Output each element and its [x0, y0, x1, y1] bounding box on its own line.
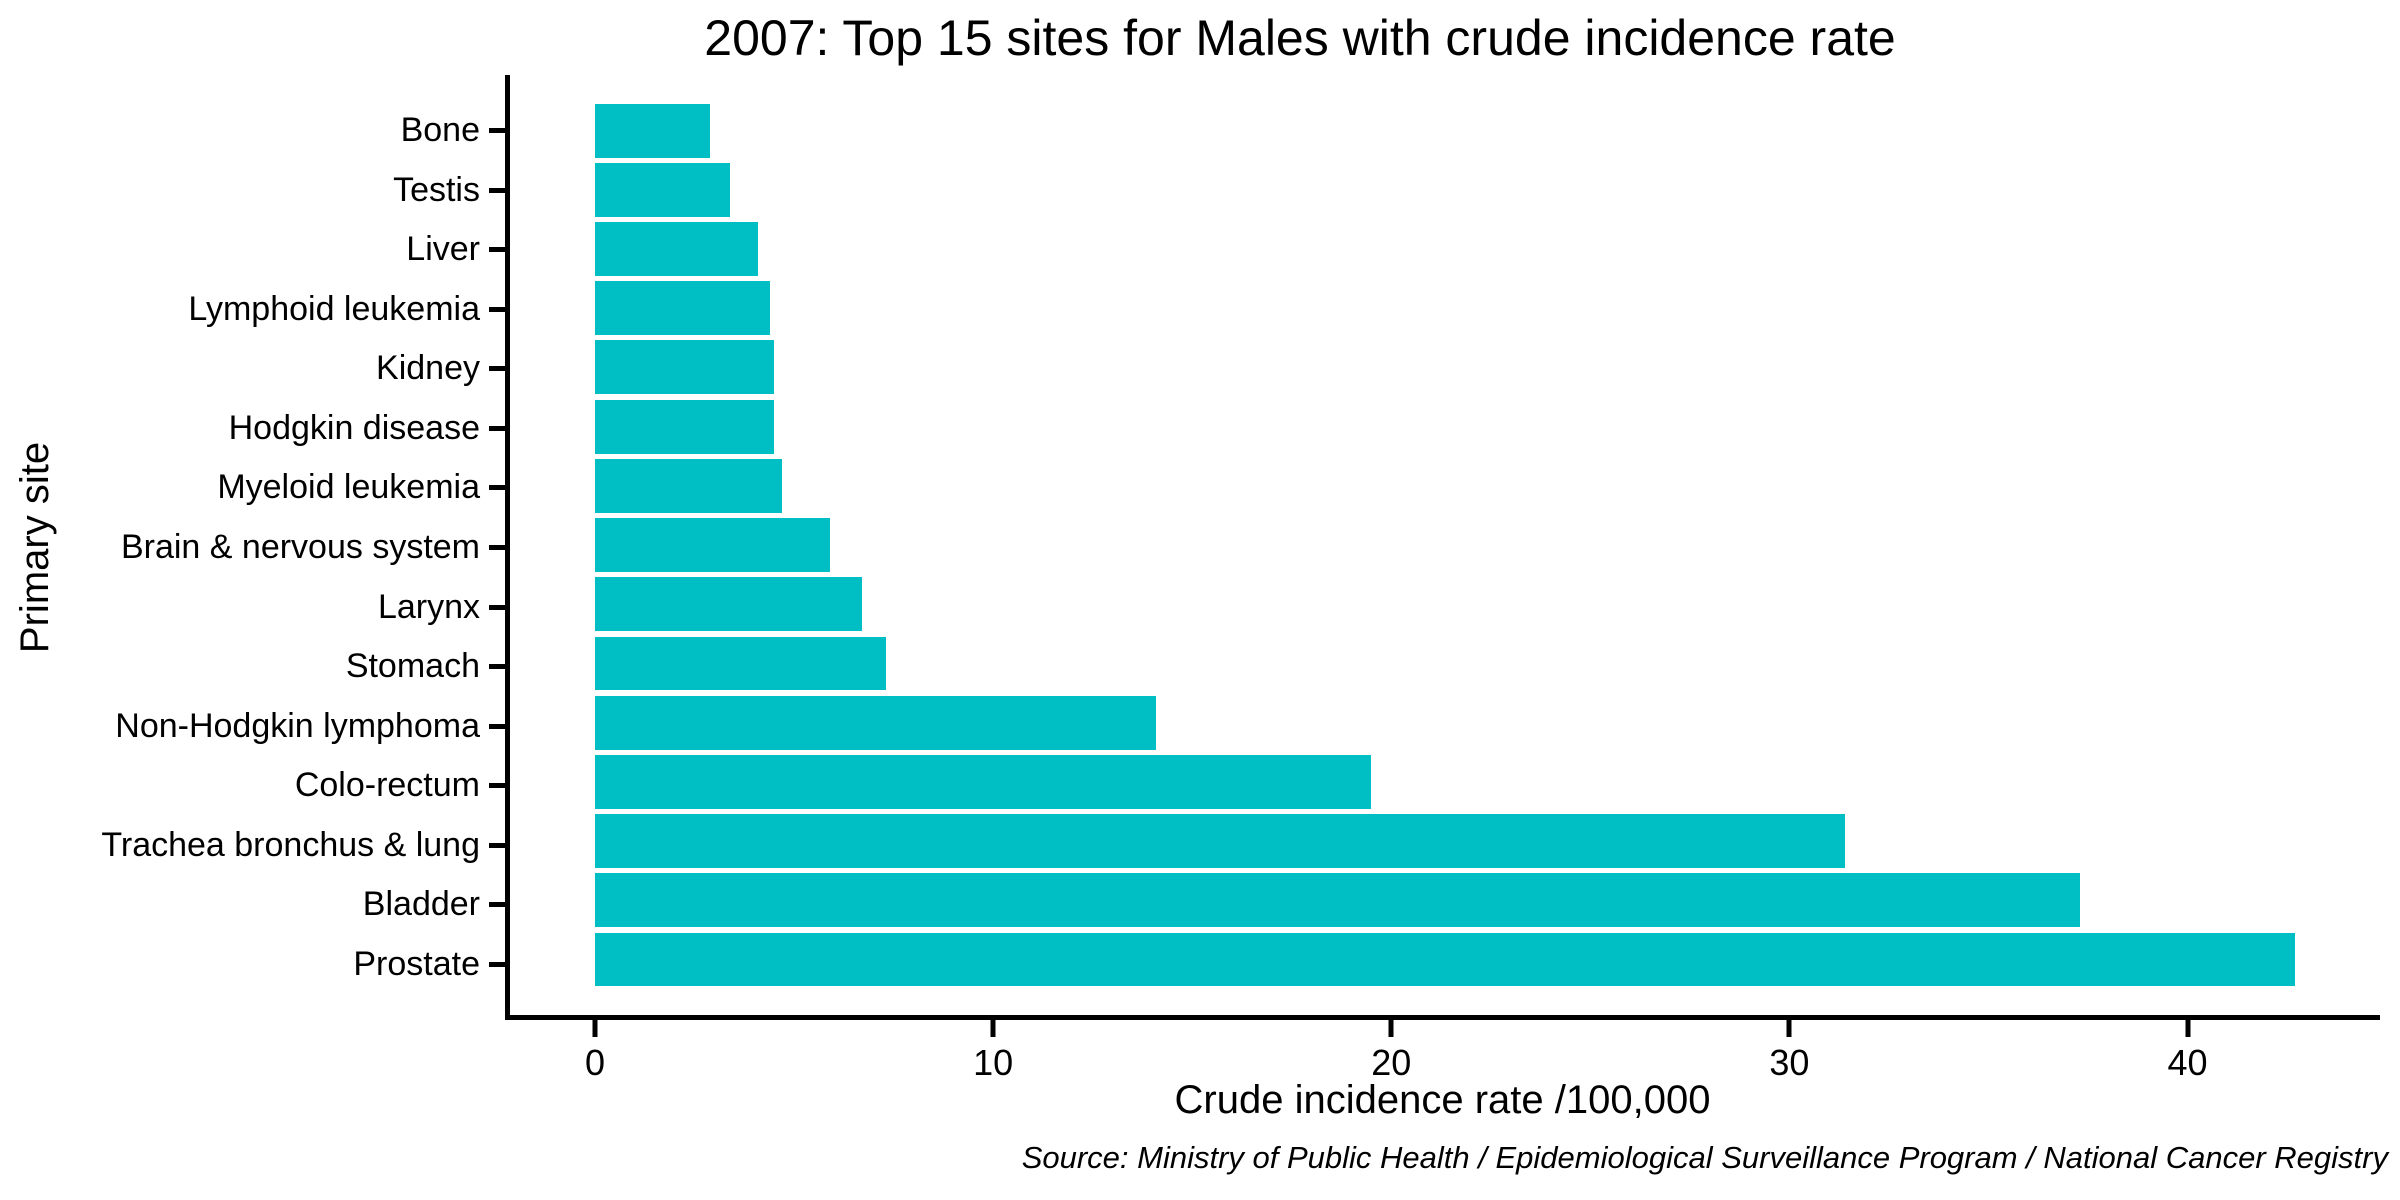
y-category-label: Myeloid leukemia	[217, 468, 480, 507]
bar-bone	[595, 103, 711, 158]
bar-brain-nervous-system	[595, 518, 830, 572]
y-axis-tick-mark	[489, 544, 505, 550]
plot-panel	[505, 75, 2380, 1020]
y-label-row: Kidney	[0, 339, 505, 399]
y-label-row: Stomach	[0, 637, 505, 697]
bar-row	[510, 101, 2380, 160]
bar-trachea-bronchus-lung	[595, 814, 1846, 868]
y-label-row: Bone	[0, 101, 505, 161]
bar-liver	[595, 222, 759, 276]
x-axis-tick-mark	[592, 1020, 598, 1037]
y-label-row: Brain & nervous system	[0, 518, 505, 578]
chart-title: 2007: Top 15 sites for Males with crude …	[704, 10, 1896, 66]
x-axis-title: Crude incidence rate /100,000	[1174, 1078, 1711, 1122]
y-label-row: Prostate	[0, 934, 505, 994]
bar-non-hodgkin-lymphoma	[595, 695, 1157, 750]
bar-testis	[595, 162, 731, 217]
y-label-row: Larynx	[0, 577, 505, 637]
y-label-row: Trachea bronchus & lung	[0, 815, 505, 875]
bar-row	[510, 930, 2380, 989]
bar-row	[510, 279, 2380, 338]
x-axis-tick-mark	[990, 1020, 996, 1037]
y-axis-tick-mark	[489, 961, 505, 967]
bar-row	[510, 752, 2380, 811]
y-label-row: Liver	[0, 220, 505, 280]
y-axis-tick-mark	[489, 425, 505, 431]
y-label-row: Colo-rectum	[0, 756, 505, 816]
bar-row	[510, 871, 2380, 930]
y-axis-tick-mark	[489, 902, 505, 908]
y-category-label: Stomach	[345, 647, 480, 686]
bar-larynx	[595, 577, 862, 632]
y-axis-tick-mark	[489, 187, 505, 193]
bar-row	[510, 397, 2380, 456]
y-category-label: Trachea bronchus & lung	[101, 825, 480, 864]
y-category-label: Hodgkin disease	[228, 408, 480, 447]
x-axis-tick-mark	[1786, 1020, 1792, 1037]
x-axis-tick-label: 20	[1371, 1042, 1412, 1083]
bar-row	[510, 693, 2380, 752]
bar-row	[510, 219, 2380, 278]
bar-myeloid-leukemia	[595, 458, 783, 513]
y-axis-labels: Bone Testis Liver Lymphoid leukemia Kidney Ho…	[0, 75, 505, 1020]
y-label-row: Bladder	[0, 875, 505, 935]
y-category-label: Bone	[400, 111, 480, 150]
y-axis-tick-mark	[489, 664, 505, 670]
bar-stomach	[595, 636, 886, 691]
bar-row	[510, 575, 2380, 634]
y-category-label: Kidney	[376, 349, 480, 388]
y-label-row: Hodgkin disease	[0, 399, 505, 459]
y-axis-tick-mark	[489, 842, 505, 848]
y-axis-tick-mark	[489, 604, 505, 610]
y-label-row: Non-Hodgkin lymphoma	[0, 696, 505, 756]
y-category-label: Larynx	[377, 587, 480, 626]
bar-lymphoid-leukemia	[595, 281, 771, 336]
y-axis-tick-mark	[489, 366, 505, 372]
y-category-label: Non-Hodgkin lymphoma	[115, 706, 480, 745]
bar-bladder	[595, 873, 2080, 928]
bar-row	[510, 515, 2380, 574]
y-axis-tick-mark	[489, 485, 505, 491]
y-axis-tick-mark	[489, 247, 505, 253]
y-category-label: Brain & nervous system	[120, 527, 480, 566]
bars-container	[510, 75, 2380, 1015]
y-category-label: Lymphoid leukemia	[188, 289, 480, 328]
x-axis-tick-label: 40	[2167, 1042, 2208, 1083]
y-category-label: Colo-rectum	[294, 766, 480, 805]
bar-colo-rectum	[595, 754, 1372, 809]
bar-row	[510, 456, 2380, 515]
bar-kidney	[595, 340, 775, 395]
y-label-row: Lymphoid leukemia	[0, 280, 505, 340]
x-axis-tick-label: 30	[1769, 1042, 1810, 1083]
y-axis-tick-mark	[489, 783, 505, 789]
y-axis-tick-mark	[489, 723, 505, 729]
x-axis-tick-mark	[1388, 1020, 1394, 1037]
y-label-row: Myeloid leukemia	[0, 458, 505, 518]
x-axis-tick-mark	[2185, 1020, 2190, 1037]
bar-row	[510, 160, 2380, 219]
bar-row	[510, 811, 2380, 870]
bar-row	[510, 338, 2380, 397]
x-axis-tick-label: 0	[584, 1042, 606, 1083]
y-category-label: Prostate	[353, 944, 480, 983]
bar-row	[510, 634, 2380, 693]
x-axis-ticks: 0 10 20 30 40	[510, 1020, 2380, 1100]
bar-hodgkin-disease	[595, 399, 775, 454]
x-axis-tick-label: 10	[973, 1042, 1014, 1083]
source-note: Source: Ministry of Public Health / Epid…	[1021, 1140, 2388, 1175]
y-label-row: Testis	[0, 161, 505, 221]
y-category-label: Liver	[406, 230, 480, 269]
y-category-label: Testis	[393, 170, 480, 209]
y-axis-tick-mark	[489, 128, 505, 134]
bar-prostate	[595, 932, 2295, 987]
y-category-label: Bladder	[362, 885, 480, 924]
y-axis-tick-mark	[489, 306, 505, 312]
